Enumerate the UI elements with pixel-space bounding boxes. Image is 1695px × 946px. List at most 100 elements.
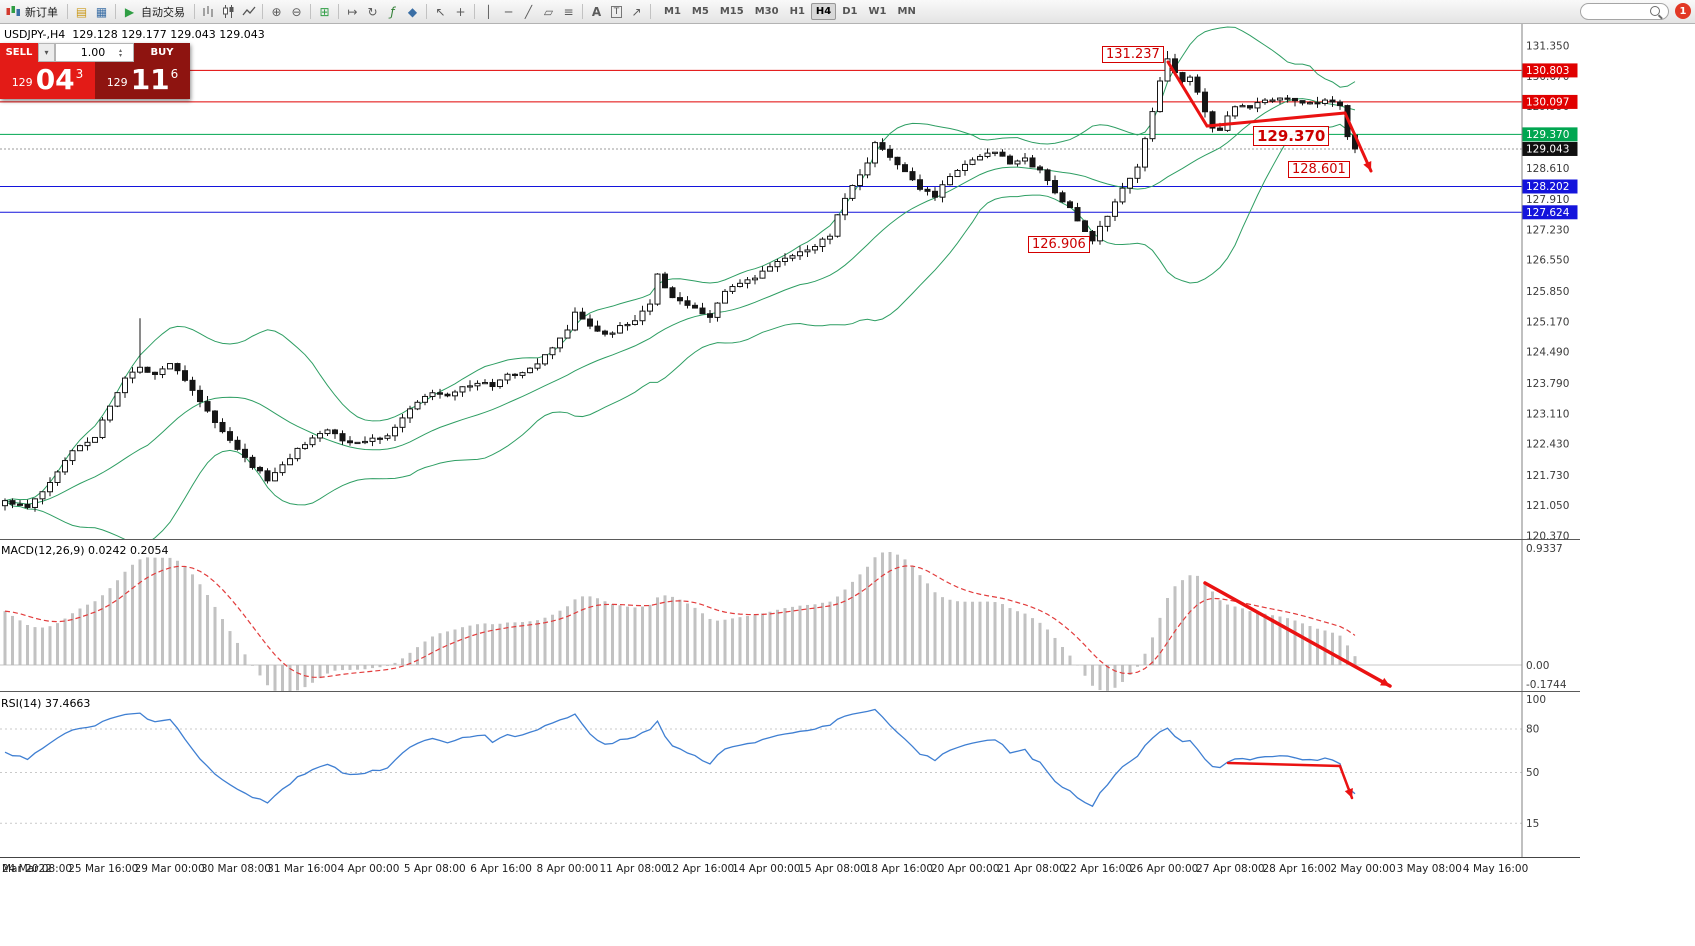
bar-chart-icon[interactable] [199,3,218,21]
channel-tool-icon[interactable]: ▱ [543,4,554,19]
timeframe-m1[interactable]: M1 [664,6,681,17]
svg-text:129.043: 129.043 [1526,143,1569,155]
folder-icon[interactable]: ▤ [75,4,88,19]
timeframe-h1[interactable]: H1 [789,6,805,17]
svg-text:0.9337: 0.9337 [1526,543,1563,555]
svg-text:124.490: 124.490 [1526,347,1569,359]
time-label: 22 Apr 16:00 [1063,863,1133,875]
svg-text:-0.1744: -0.1744 [1526,679,1567,691]
buy-button[interactable]: BUY [134,43,190,62]
new-order-label[interactable]: 新订单 [25,5,58,19]
symbol-ohlc-info: USDJPY-,H4 129.128 129.177 129.043 129.0… [4,28,265,41]
time-label: 11 Apr 08:00 [599,863,668,875]
toolbar-separator [426,4,427,19]
toolbar-separator [67,4,68,19]
time-label: 21 Apr 08:00 [997,863,1066,875]
svg-text:127.910: 127.910 [1526,194,1569,206]
toolbar-separator [115,4,116,19]
tile-windows-icon[interactable]: ⊞ [319,4,330,19]
svg-text:15: 15 [1526,818,1539,830]
timeframe-group: M1 M5 M15 M30 H1 H4 D1 W1 MN [659,3,921,20]
vertical-line-tool-icon[interactable]: │ [484,4,493,19]
chart-window: 131.350130.670129.990129.310128.610127.9… [0,24,1695,946]
svg-text:128.202: 128.202 [1526,181,1569,193]
auto-scroll-icon[interactable]: ↦ [347,4,358,19]
search-box [1580,3,1669,20]
timeframe-h4[interactable]: H4 [810,3,837,20]
time-label: 4 Apr 00:00 [337,863,400,875]
arrow-tool-icon[interactable]: ↗ [631,4,642,19]
annotation-target-128601[interactable]: 128.601 [1288,161,1350,178]
time-label: 12 Apr 16:00 [665,863,735,875]
annotation-low-126906[interactable]: 126.906 [1028,236,1090,253]
buy-price-display[interactable]: 129 11 6 [95,62,190,99]
new-order-icon[interactable] [4,3,23,21]
time-label: 3 May 08:00 [1396,863,1462,875]
time-label: 20 Apr 00:00 [930,863,1000,875]
search-input[interactable] [1580,3,1669,20]
community-icon[interactable]: ▦ [95,4,108,19]
label-tool-icon[interactable]: T [607,3,626,21]
crosshair-icon[interactable]: + [455,4,466,19]
cursor-icon[interactable]: ↖ [435,4,446,19]
timeframe-d1[interactable]: D1 [842,6,858,17]
time-label: 28 Apr 16:00 [1262,863,1331,875]
indicators-icon[interactable]: ƒ [390,4,395,19]
search-icon[interactable] [1650,6,1660,16]
horizontal-line-tool-icon[interactable]: ─ [504,4,513,19]
notification-badge[interactable]: 1 [1675,3,1691,19]
time-axis[interactable]: Mar 2022 24 Mar 08:00 25 Mar 16:00 29 Mar 0… [0,858,1580,880]
macd-chart-canvas[interactable]: 0.9337 0.00 -0.1744 [0,540,1580,692]
timeframe-m5[interactable]: M5 [691,6,709,17]
svg-text:50: 50 [1526,767,1539,779]
time-label: Mar 2022 [2,863,52,875]
toolbar-separator [338,4,339,19]
toolbar-separator [262,4,263,19]
svg-text:100: 100 [1526,694,1546,706]
buy-price-pip: 6 [170,67,179,81]
svg-text:0.00: 0.00 [1526,660,1549,672]
sell-price-big: 04 [35,63,75,96]
svg-text:127.230: 127.230 [1526,224,1569,236]
timeframe-w1[interactable]: W1 [868,6,887,17]
time-label: 15 Apr 08:00 [798,863,867,875]
autotrading-play-icon[interactable]: ▶ [124,4,135,19]
svg-text:128.610: 128.610 [1526,163,1569,175]
svg-text:125.170: 125.170 [1526,316,1569,328]
zoom-out-icon[interactable]: ⊖ [291,4,302,19]
svg-text:121.050: 121.050 [1526,500,1569,512]
sell-button[interactable]: SELL [0,43,38,62]
timeframe-m15[interactable]: M15 [719,6,744,17]
annotation-level-129370[interactable]: 129.370 [1253,126,1330,146]
time-label: 24 Mar 08:00 [1,863,73,875]
sell-price-display[interactable]: 129 04 3 [0,62,95,99]
toolbar-separator [650,4,651,19]
fibonacci-tool-icon[interactable]: ≡ [563,4,574,19]
zoom-in-icon[interactable]: ⊕ [271,4,282,19]
svg-text:125.850: 125.850 [1526,286,1569,298]
autotrading-label[interactable]: 自动交易 [141,5,185,19]
toolbar-separator [582,4,583,19]
svg-text:127.624: 127.624 [1526,207,1570,219]
text-tool-icon[interactable]: A [591,4,602,19]
svg-text:123.110: 123.110 [1526,408,1569,420]
volume-stepper[interactable]: ▴ ▾ [118,46,122,59]
line-chart-icon[interactable] [239,3,258,21]
volume-preset-dropdown[interactable]: ▾ [38,43,55,62]
time-label: 4 May 16:00 [1462,863,1529,875]
objects-list-icon[interactable]: ◆ [407,4,418,19]
timeframe-mn[interactable]: MN [897,6,916,17]
price-chart-canvas[interactable]: 131.350130.670129.990129.310128.610127.9… [0,24,1580,540]
chart-shift-icon[interactable]: ↻ [367,4,378,19]
time-label: 5 Apr 08:00 [403,863,466,875]
candlestick-chart-icon[interactable] [219,3,238,21]
timeframe-m30[interactable]: M30 [754,6,779,17]
rsi-chart-canvas[interactable]: 100 80 50 15 [0,692,1580,858]
toolbar: 新订单 ▤ ▦ ▶ 自动交易 ⊕ ⊖ ⊞ ↦ ↻ ƒ ◆ ↖ + │ ─ ╱ ▱… [0,0,1695,24]
trendline-tool-icon[interactable]: ╱ [524,4,533,19]
volume-input[interactable] [66,45,119,60]
annotation-high-131237[interactable]: 131.237 [1102,46,1164,63]
buy-price-prefix: 129 [106,76,128,89]
time-label: 25 Mar 16:00 [68,863,139,875]
toolbar-separator [310,4,311,19]
